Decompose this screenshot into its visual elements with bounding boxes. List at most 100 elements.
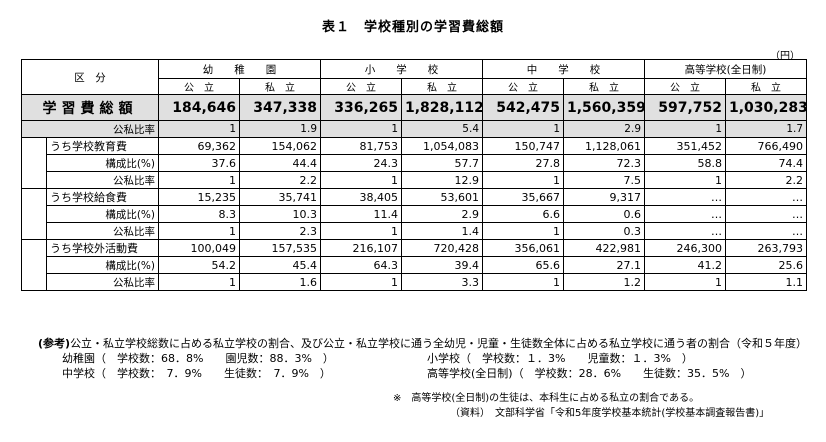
ratio-value: 1 [482,222,564,240]
footnote: ※ 高等学校(全日制)の生徒は、本科生に占める私立の割合である。 [393,393,700,404]
header-row-schools: 区 分 幼 稚 園 小 学 校 中 学 校 高等学校(全日制) [21,59,808,95]
ratio-value: 1 [482,171,564,189]
section-value: 69,362 [158,137,240,155]
composition-value: 64.3 [320,256,402,274]
total-value: 597,752 [644,94,726,121]
school-header: 小 学 校 [320,59,483,79]
section-value: 263,793 [724,239,808,257]
note-kindergarten: 幼稚園（ 学校数：68．8% 園児数：88．3% ） [62,352,334,365]
section-value: 1,128,061 [563,137,645,155]
ratio-value: 12.9 [401,171,483,189]
ratio-value: 1.4 [401,222,483,240]
total-value: 1,828,112 [401,94,483,121]
section-value: 154,062 [239,137,321,155]
composition-row: 構成比(%) 54.2 45.4 64.3 39.4 65.6 27.1 41.2 25.6 [22,256,808,274]
ratio-label: 公私比率 [21,120,159,138]
composition-value: 24.3 [320,154,402,172]
source-note: （資料） 文部科学省「令和5年度学校基本統計(学校基本調査報告書)」 [450,408,770,419]
section-value: 15,235 [158,188,240,206]
notes-line-1: 幼稚園（ 学校数：68．8% 園児数：88．3% ） 小学校（ 学校数：１．3% … [38,351,807,366]
composition-value: 27.1 [563,256,645,274]
ratio-value: 3.3 [401,273,483,291]
section-label: うち学校給食費 [46,188,159,206]
school-header: 幼 稚 園 [158,59,321,79]
type-header: 私 立 [239,78,321,95]
section-value: 150,747 [482,137,564,155]
section-value: 246,300 [644,239,726,257]
ratio-value: 1 [644,273,726,291]
note-elementary: 小学校（ 学校数：１．3% 児童数：１．3% ） [427,352,693,365]
type-header: 私 立 [563,78,645,95]
section-value: 100,049 [158,239,240,257]
section-value: 766,490 [724,137,808,155]
section-value: 720,428 [401,239,483,257]
type-header: 私 立 [724,78,808,95]
total-ratio-value: 1.9 [239,120,321,138]
total-value: 184,646 [158,94,240,121]
total-ratio-value: 1 [644,120,726,138]
composition-value: 27.8 [482,154,564,172]
composition-value: 74.4 [724,154,808,172]
section-value: 216,107 [320,239,402,257]
section-value: 422,981 [563,239,645,257]
ratio-value: 2.3 [239,222,321,240]
composition-label: 構成比(%) [46,154,159,172]
section-value: 81,753 [320,137,402,155]
composition-value: 72.3 [563,154,645,172]
table-title: 表１ 学校種別の学習費総額 [321,20,504,35]
section-value: 35,741 [239,188,321,206]
section-value: 1,054,083 [401,137,483,155]
ratio-row: 公私比率 1 2.2 1 12.9 1 7.5 1 2.2 [22,171,808,189]
notes-text: 公立・私立学校総数に占める私立学校の割合、及び公立・私立学校に通う全幼児・児童・… [70,337,808,350]
composition-value: 2.9 [401,205,483,223]
ratio-label: 公私比率 [46,171,159,189]
composition-value: 10.3 [239,205,321,223]
composition-value: 57.7 [401,154,483,172]
ratio-value: 2.2 [239,171,321,189]
section-value: 351,452 [644,137,726,155]
type-header: 公 立 [158,78,240,95]
ratio-value: 1 [158,222,240,240]
ratio-value: 1 [158,171,240,189]
ratio-value: 1 [482,273,564,291]
composition-value: 65.6 [482,256,564,274]
composition-value: 54.2 [158,256,240,274]
section-row: うち学校教育費 69,362 154,062 81,753 1,054,083 150,7… [21,137,808,189]
composition-row: 構成比(%) 8.3 10.3 11.4 2.9 6.6 0.6…… [22,205,808,223]
notes-bold: (参考) [38,337,71,350]
total-ratio-value: 2.9 [563,120,645,138]
section-label: うち学校外活動費 [46,239,159,257]
ratio-value: … [724,222,808,240]
section-value: 356,061 [482,239,564,257]
composition-value: 39.4 [401,256,483,274]
ratio-value: 0.3 [563,222,645,240]
ratio-value: 2.2 [724,171,808,189]
total-ratio-value: 5.4 [401,120,483,138]
composition-label: 構成比(%) [46,205,159,223]
composition-value: … [644,205,726,223]
composition-value: 8.3 [158,205,240,223]
ratio-value: 1 [320,273,402,291]
composition-value: 37.6 [158,154,240,172]
indent-cell [21,137,47,189]
composition-value: 25.6 [724,256,808,274]
composition-value: 11.4 [320,205,402,223]
ratio-value: 7.5 [563,171,645,189]
indent-cell [21,188,47,240]
section-value: 9,317 [563,188,645,206]
section-value: 53,601 [401,188,483,206]
expenditure-table: 区 分 幼 稚 園 小 学 校 中 学 校 高等学校(全日制) 公 立私 立公 … [21,59,808,291]
ratio-value: 1 [158,273,240,291]
school-header: 高等学校(全日制) [643,59,808,79]
ratio-value: 1 [320,222,402,240]
section-value: 35,667 [482,188,564,206]
ratio-value: … [644,222,726,240]
ratio-row: 公私比率 1 1.6 1 3.3 1 1.2 1 1.1 [22,273,808,291]
type-header: 公 立 [644,78,726,95]
ratio-value: 1 [320,171,402,189]
composition-value: 0.6 [563,205,645,223]
type-header: 私 立 [401,78,483,95]
type-header: 公 立 [320,78,402,95]
total-ratio-row: 公私比率 1 1.9 1 5.4 1 2.9 1 1.7 [21,120,808,138]
